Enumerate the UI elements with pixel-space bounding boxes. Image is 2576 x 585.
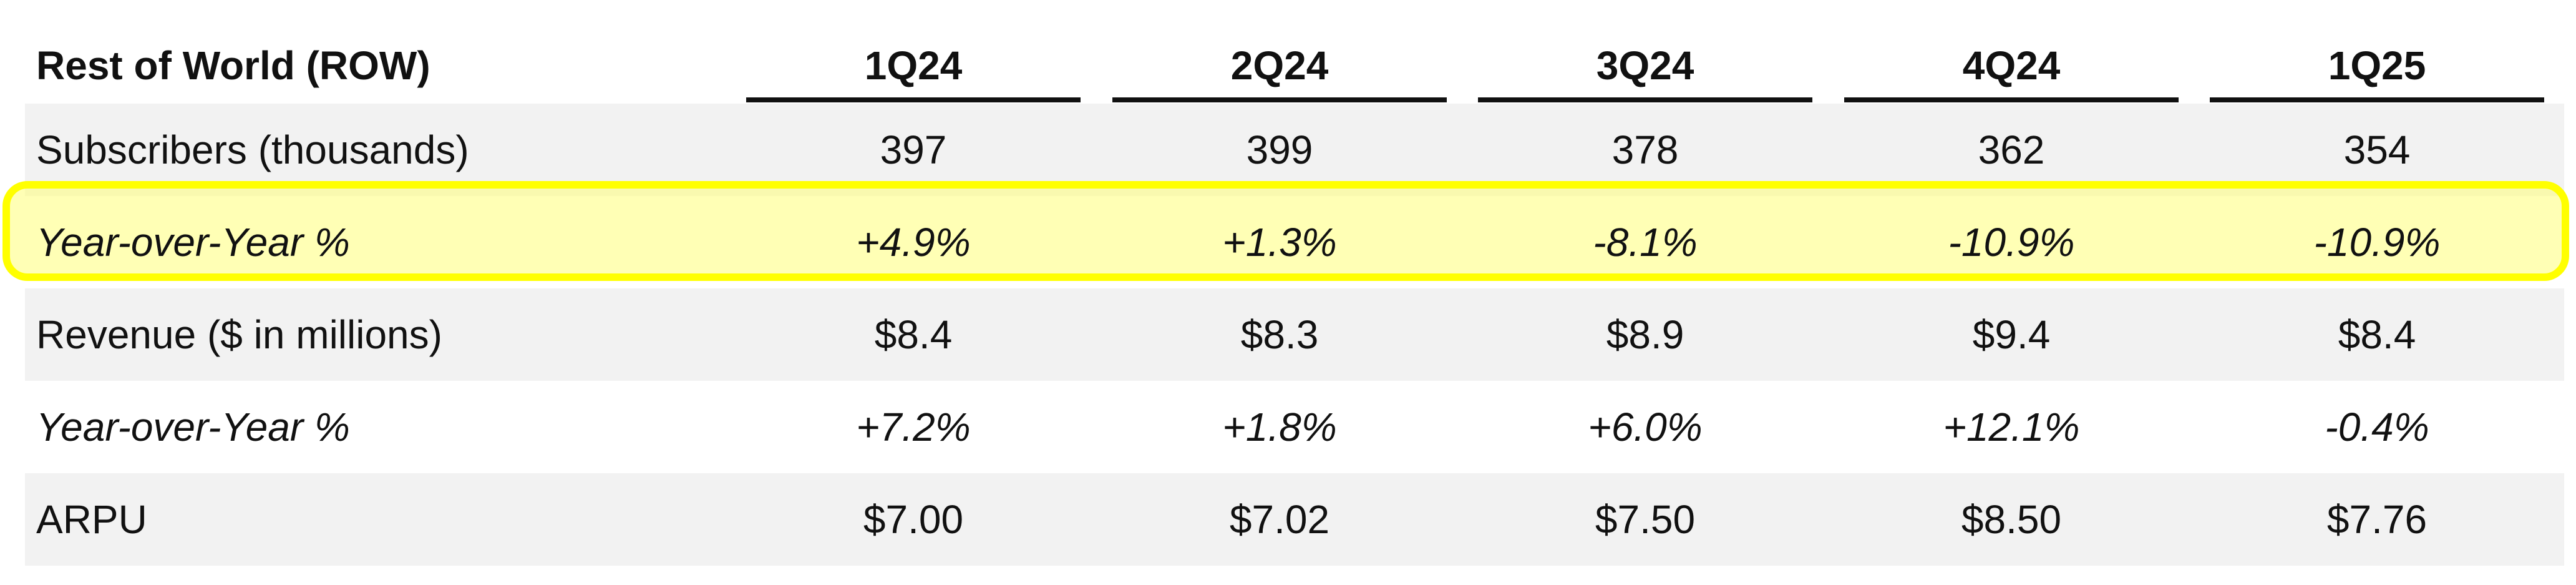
table-cell: $8.4: [2338, 312, 2416, 357]
table-row-arpu: ARPU $7.00 $7.02 $7.50 $8.50 $7.76: [25, 473, 2564, 566]
row-label: Revenue ($ in millions): [36, 312, 442, 357]
table-title: Rest of World (ROW): [36, 43, 430, 88]
column-header-3q24: 3Q24: [1596, 43, 1694, 88]
row-label: Year-over-Year %: [36, 405, 350, 450]
column-header-1q24: 1Q24: [864, 43, 963, 88]
table-cell: 397: [880, 127, 947, 172]
table-cell: $8.4: [874, 312, 953, 357]
column-underline: [2210, 97, 2544, 102]
table-cell: 378: [1611, 127, 1679, 172]
column-header-4q24: 4Q24: [1962, 43, 2061, 88]
table-cell: +6.0%: [1588, 405, 1703, 450]
table-cell: 354: [2343, 127, 2411, 172]
table-cell: 399: [1246, 127, 1313, 172]
column-underline: [1112, 97, 1447, 102]
row-label: Subscribers (thousands): [36, 127, 469, 172]
highlight-box: [2, 181, 2569, 281]
table-cell: $7.50: [1595, 497, 1696, 542]
table-cell: $8.50: [1961, 497, 2062, 542]
table-cell: +1.8%: [1222, 405, 1337, 450]
column-header-1q25: 1Q25: [2328, 43, 2426, 88]
table-cell: +7.2%: [856, 405, 971, 450]
table-cell: -10.9%: [1948, 220, 2075, 265]
table-cell: -0.4%: [2325, 405, 2429, 450]
column-underline: [1478, 97, 1812, 102]
table-cell: -8.1%: [1593, 220, 1698, 265]
column-underline: [746, 97, 1081, 102]
table-cell: $7.76: [2326, 497, 2428, 542]
table-cell: 362: [1978, 127, 2045, 172]
column-header-2q24: 2Q24: [1230, 43, 1329, 88]
table-cell: +1.3%: [1222, 220, 1337, 265]
table-cell: $7.02: [1229, 497, 1330, 542]
table-row-revenue-yoy: Year-over-Year % +7.2% +1.8% +6.0% +12.1…: [25, 381, 2564, 473]
table-cell: $8.3: [1240, 312, 1319, 357]
table-cell: +4.9%: [856, 220, 971, 265]
table-header: Rest of World (ROW) 1Q24 2Q24 3Q24 4Q24 …: [25, 0, 2564, 102]
row-label: ARPU: [36, 497, 147, 542]
table-row-subscribers-yoy: Year-over-Year % +4.9% +1.3% -8.1% -10.9…: [25, 196, 2564, 288]
table-cell: $8.9: [1606, 312, 1684, 357]
table-cell: -10.9%: [2313, 220, 2441, 265]
table-row-subscribers: Subscribers (thousands) 397 399 378 362 …: [25, 104, 2564, 196]
table-cell: +12.1%: [1943, 405, 2080, 450]
column-underline: [1844, 97, 2179, 102]
table-cell: $7.00: [863, 497, 964, 542]
table-row-revenue: Revenue ($ in millions) $8.4 $8.3 $8.9 $…: [25, 288, 2564, 381]
table-cell: $9.4: [1972, 312, 2051, 357]
row-label: Year-over-Year %: [36, 220, 350, 265]
